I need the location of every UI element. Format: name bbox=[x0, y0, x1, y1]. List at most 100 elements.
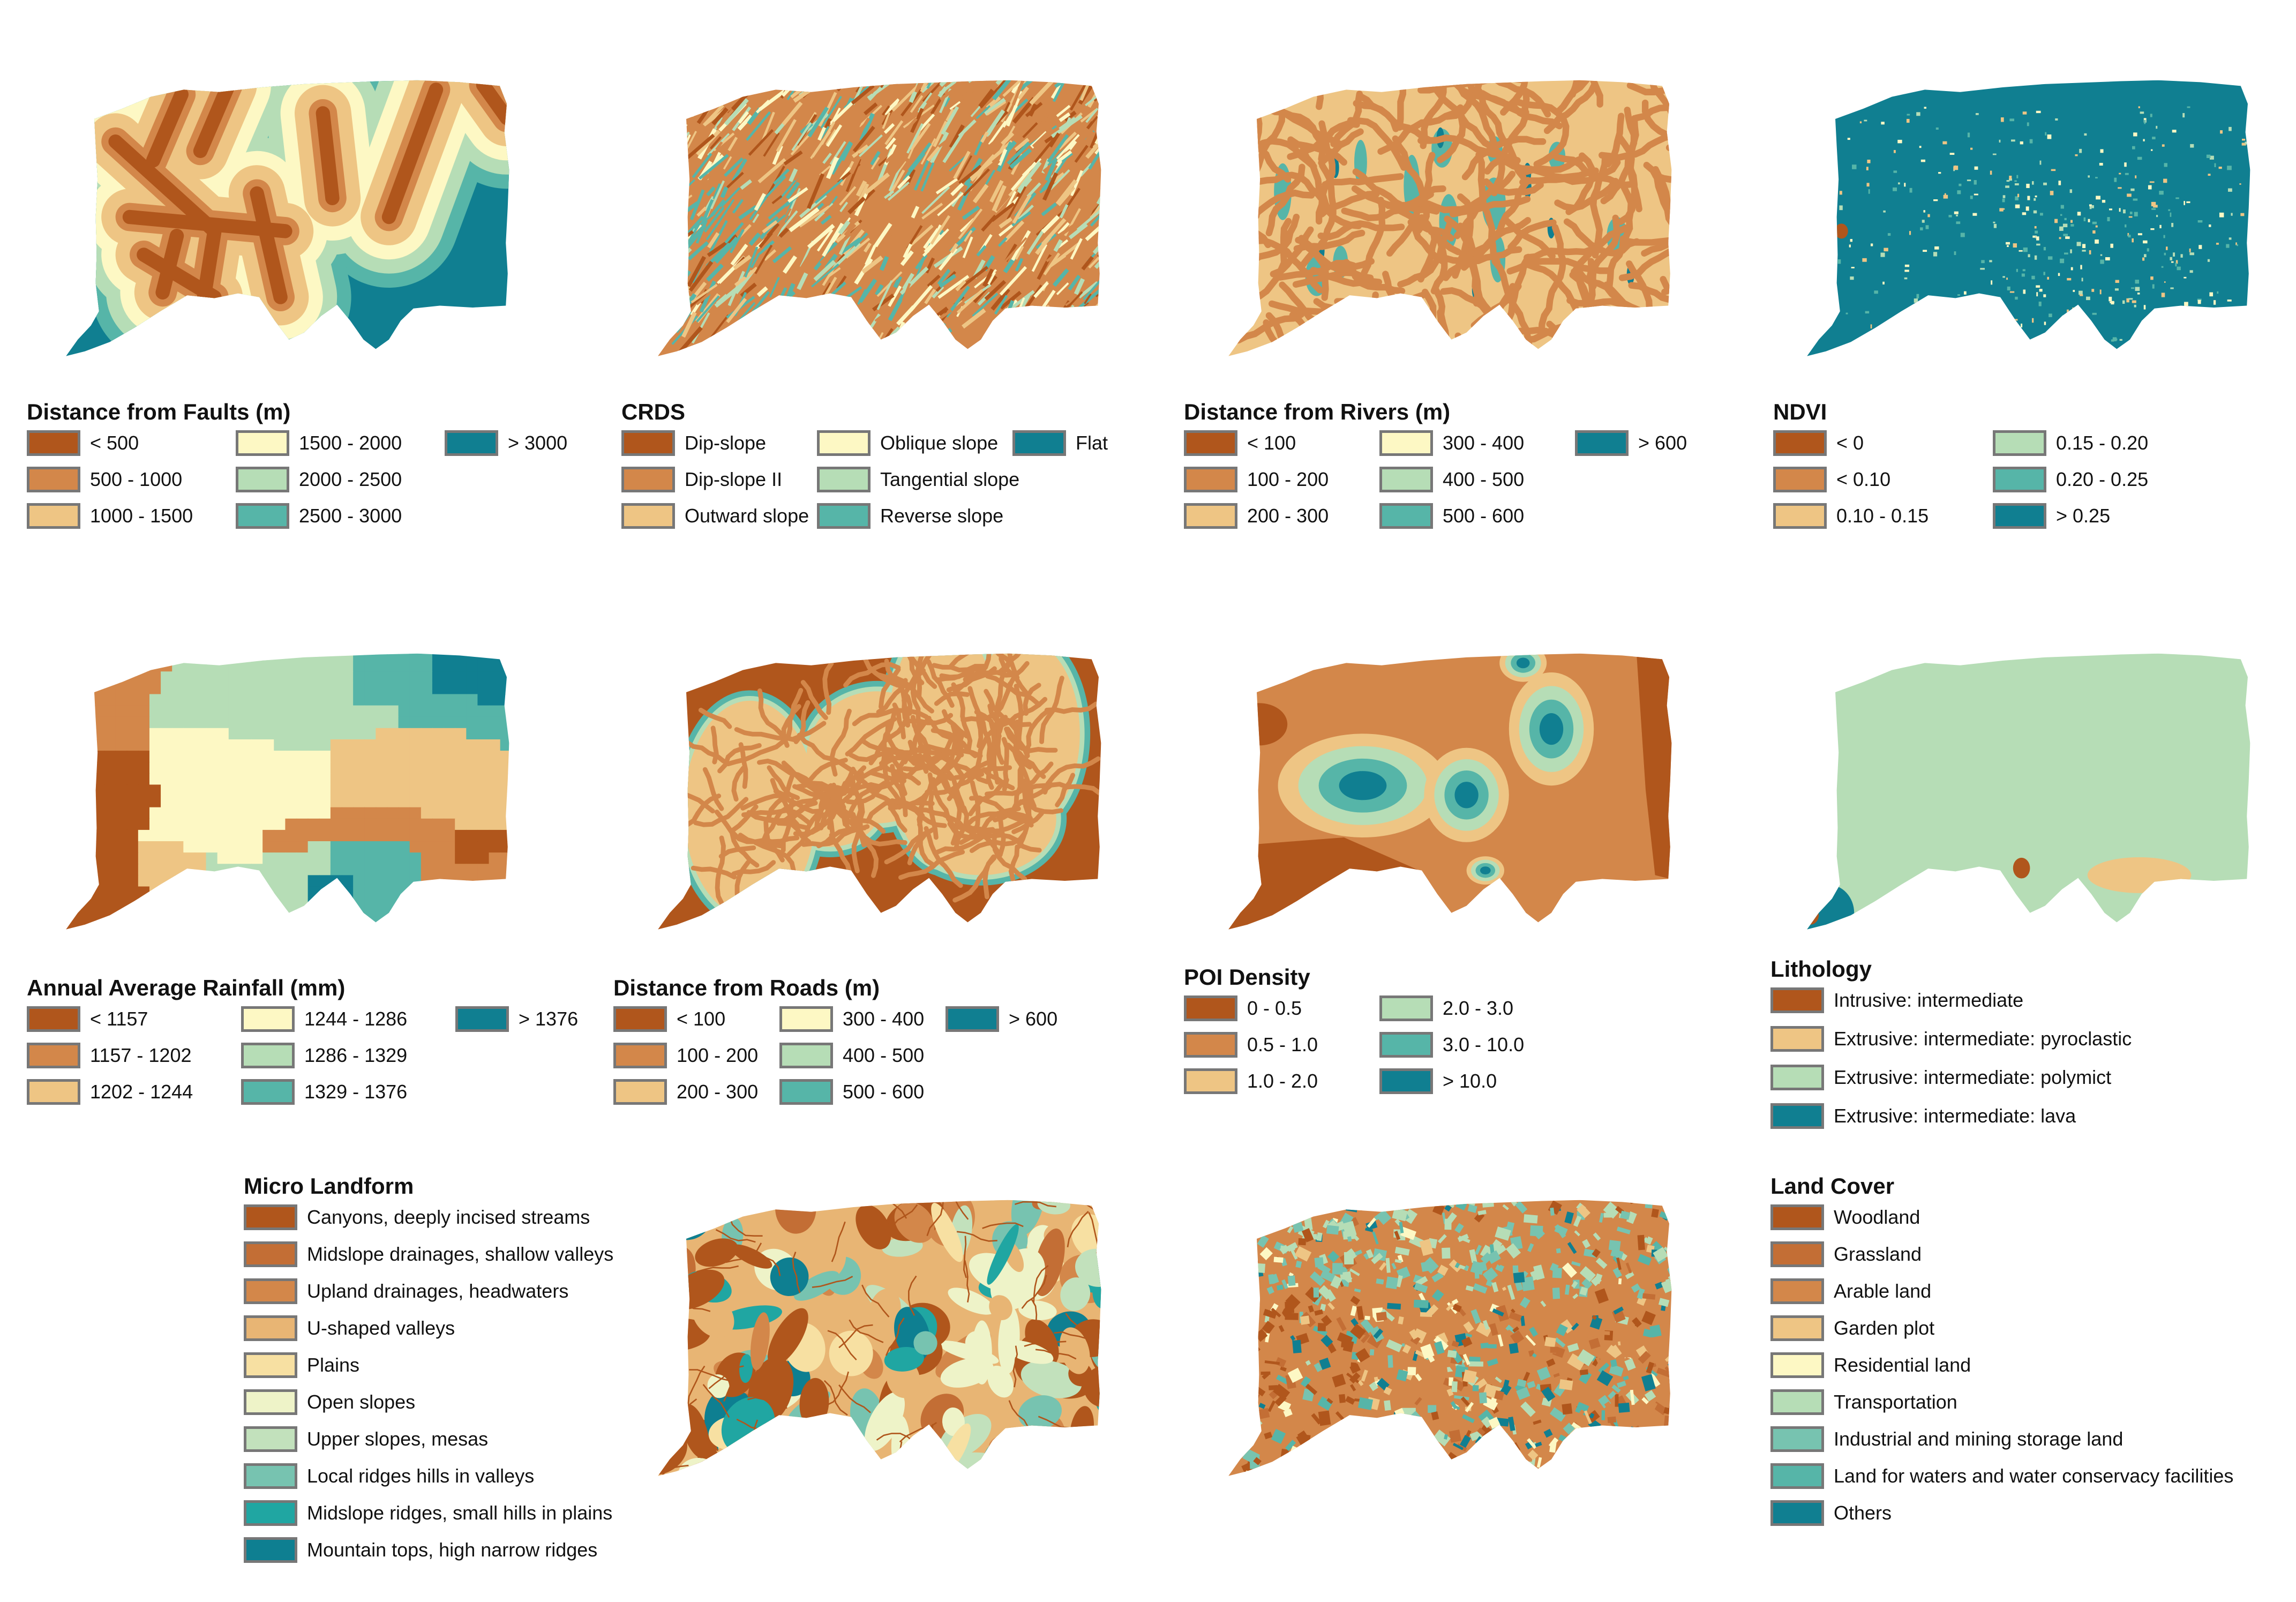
map-roads bbox=[658, 653, 1101, 930]
legend-item: 1286 - 1329 bbox=[241, 1043, 407, 1068]
legend-swatch bbox=[1993, 467, 2046, 492]
map-faults bbox=[66, 80, 509, 356]
legend-item: 0.20 - 0.25 bbox=[1993, 467, 2148, 492]
legend-item: < 100 bbox=[613, 1006, 725, 1032]
legend-swatch bbox=[1770, 1463, 1824, 1489]
legend-swatch bbox=[1184, 503, 1237, 529]
legend-swatch bbox=[241, 1043, 295, 1068]
map-poi bbox=[1228, 653, 1672, 930]
legend-swatch bbox=[1184, 430, 1237, 456]
map-ndvi bbox=[1807, 80, 2250, 356]
legend-item: 1329 - 1376 bbox=[241, 1079, 407, 1105]
legend-swatch bbox=[244, 1204, 297, 1230]
legend-swatch bbox=[817, 467, 871, 492]
legend-item: Woodland bbox=[1770, 1204, 1920, 1230]
legend-item: 1.0 - 2.0 bbox=[1184, 1068, 1318, 1094]
legend-label: < 1157 bbox=[90, 1008, 148, 1030]
legend-swatch bbox=[1770, 1352, 1824, 1378]
legend-item: Intrusive: intermediate bbox=[1770, 987, 2023, 1013]
legend-item: Open slopes bbox=[244, 1389, 415, 1415]
legend-swatch bbox=[445, 430, 498, 456]
legend-item: Mountain tops, high narrow ridges bbox=[244, 1537, 597, 1563]
legend-roads: Distance from Roads (m) < 100 100 - 200 200… bbox=[613, 975, 1057, 1105]
legend-swatch bbox=[27, 503, 80, 529]
legend-label: 1157 - 1202 bbox=[90, 1044, 192, 1066]
legend-label: < 500 bbox=[90, 432, 139, 454]
legend-swatch bbox=[244, 1278, 297, 1304]
map-raster bbox=[66, 653, 509, 930]
legend-item: Dip-slope bbox=[621, 430, 766, 456]
legend-swatch bbox=[244, 1500, 297, 1526]
legend-title: Land Cover bbox=[1770, 1173, 1895, 1199]
legend-swatch bbox=[1770, 1389, 1824, 1415]
legend-item: < 0.10 bbox=[1773, 467, 1890, 492]
map-landcover bbox=[1228, 1200, 1672, 1476]
legend-item: Garden plot bbox=[1770, 1315, 1934, 1341]
map-raster bbox=[658, 1200, 1101, 1476]
legend-item: Residential land bbox=[1770, 1352, 1971, 1378]
legend-label: 200 - 300 bbox=[677, 1081, 759, 1103]
legend-swatch bbox=[1184, 995, 1237, 1021]
legend-swatch bbox=[1773, 467, 1827, 492]
legend-label: Plains bbox=[307, 1354, 360, 1376]
legend-swatch bbox=[613, 1079, 667, 1105]
legend-swatch bbox=[241, 1079, 295, 1105]
legend-label: 2500 - 3000 bbox=[299, 505, 402, 527]
legend-title: Micro Landform bbox=[244, 1173, 414, 1199]
legend-item: Industrial and mining storage land bbox=[1770, 1426, 2123, 1452]
legend-label: 400 - 500 bbox=[843, 1044, 925, 1066]
legend-item: < 500 bbox=[27, 430, 139, 456]
legend-item: 0.15 - 0.20 bbox=[1993, 430, 2148, 456]
legend-label: 200 - 300 bbox=[1247, 505, 1329, 527]
legend-label: Flat bbox=[1076, 432, 1108, 454]
legend-label: Extrusive: intermediate: polymict bbox=[1834, 1066, 2112, 1088]
legend-swatch bbox=[1770, 987, 1824, 1013]
legend-item: Arable land bbox=[1770, 1278, 1931, 1304]
legend-swatch bbox=[1379, 995, 1433, 1021]
map-rivers bbox=[1228, 80, 1672, 356]
legend-landcover: Land Cover Woodland Grassland Arable land Ga… bbox=[1770, 1173, 2233, 1526]
legend-item: > 600 bbox=[946, 1006, 1057, 1032]
legend-label: Mountain tops, high narrow ridges bbox=[307, 1539, 598, 1561]
legend-label: > 600 bbox=[1009, 1008, 1058, 1030]
legend-label: 100 - 200 bbox=[677, 1044, 759, 1066]
legend-label: 1329 - 1376 bbox=[304, 1081, 408, 1103]
legend-label: Intrusive: intermediate bbox=[1834, 989, 2024, 1011]
legend-item: 2.0 - 3.0 bbox=[1379, 995, 1513, 1021]
legend-swatch bbox=[621, 467, 675, 492]
legend-swatch bbox=[1012, 430, 1066, 456]
legend-item: Canyons, deeply incised streams bbox=[244, 1204, 590, 1230]
legend-title: CRDS bbox=[621, 399, 686, 424]
legend-swatch bbox=[1379, 467, 1433, 492]
legend-label: Transportation bbox=[1834, 1391, 1957, 1413]
legend-swatch bbox=[1184, 1068, 1237, 1094]
legend-swatch bbox=[1379, 1032, 1433, 1058]
legend-title: POI Density bbox=[1184, 964, 1310, 990]
legend-label: Residential land bbox=[1834, 1354, 1971, 1376]
legend-swatch bbox=[1379, 503, 1433, 529]
legend-item: Local ridges hills in valleys bbox=[244, 1463, 534, 1489]
legend-item: > 600 bbox=[1575, 430, 1687, 456]
legend-swatch bbox=[1770, 1241, 1824, 1267]
legend-label: 0.5 - 1.0 bbox=[1247, 1034, 1318, 1055]
legend-item: U-shaped valleys bbox=[244, 1315, 455, 1341]
legend-item: 0.5 - 1.0 bbox=[1184, 1032, 1318, 1058]
legend-title: Lithology bbox=[1770, 956, 1872, 982]
legend-item: 2000 - 2500 bbox=[236, 467, 402, 492]
legend-label: 400 - 500 bbox=[1443, 468, 1525, 490]
legend-label: 500 - 1000 bbox=[90, 468, 183, 490]
legend-crds: CRDS Dip-slope Dip-slope II Outward slope Ob… bbox=[621, 399, 1108, 529]
legend-label: Canyons, deeply incised streams bbox=[307, 1206, 590, 1228]
legend-item: 100 - 200 bbox=[613, 1043, 758, 1068]
legend-swatch bbox=[244, 1241, 297, 1267]
legend-item: Midslope drainages, shallow valleys bbox=[244, 1241, 613, 1267]
legend-swatch bbox=[817, 430, 871, 456]
map-raster bbox=[66, 80, 509, 356]
legend-item: Transportation bbox=[1770, 1389, 1957, 1415]
legend-swatch bbox=[613, 1006, 667, 1032]
legend-label: Garden plot bbox=[1834, 1317, 1935, 1339]
legend-item: 1202 - 1244 bbox=[27, 1079, 193, 1105]
legend-label: 1500 - 2000 bbox=[299, 432, 402, 454]
legend-swatch bbox=[236, 467, 289, 492]
legend-label: Extrusive: intermediate: pyroclastic bbox=[1834, 1028, 2132, 1050]
